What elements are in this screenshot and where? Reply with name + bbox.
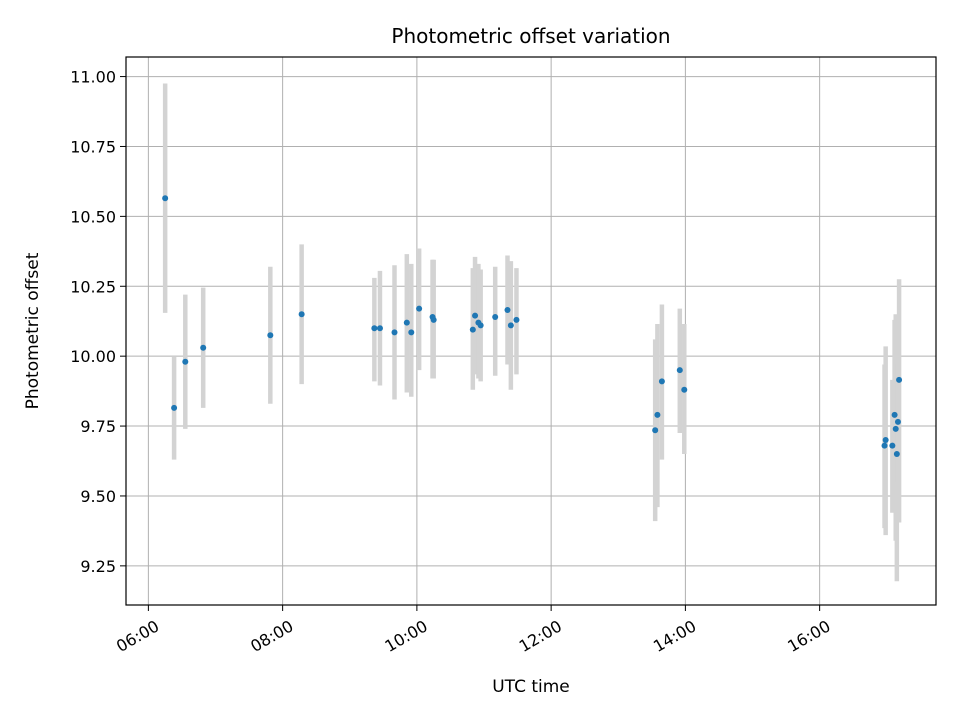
data-point — [182, 358, 189, 365]
plot-frame — [125, 56, 937, 606]
data-point — [416, 305, 423, 312]
data-point — [891, 411, 898, 418]
data-point — [681, 386, 688, 393]
chart-title: Photometric offset variation — [391, 24, 670, 48]
data-point — [298, 311, 305, 318]
data-point — [469, 326, 476, 333]
data-point — [371, 325, 378, 332]
data-point — [171, 404, 178, 411]
x-axis-label: UTC time — [492, 677, 570, 697]
data-point — [472, 312, 479, 319]
y-axis-label: Photometric offset — [23, 252, 43, 409]
y-axis-ticks: 9.25 9.50 9.75 10.00 10.25 10.50 10.75 11.00 — [70, 68, 126, 576]
data-point — [882, 437, 889, 444]
y-tick-label: 10.50 — [70, 207, 116, 226]
data-point — [408, 329, 415, 336]
data-point — [200, 344, 207, 351]
data-point — [477, 322, 484, 329]
data-point — [892, 425, 899, 432]
data-point — [676, 367, 683, 374]
data-point — [391, 329, 398, 336]
data-point — [267, 332, 274, 339]
y-tick-label: 11.00 — [70, 68, 116, 87]
data-points — [162, 195, 903, 458]
y-tick-label: 10.25 — [70, 277, 116, 296]
data-point — [894, 418, 901, 425]
data-point — [507, 322, 514, 329]
data-point — [492, 314, 499, 321]
data-point — [403, 319, 410, 326]
data-point — [881, 442, 888, 449]
data-point — [896, 376, 903, 383]
data-point — [658, 378, 665, 385]
y-tick-label: 10.00 — [70, 347, 116, 366]
data-point — [513, 316, 520, 323]
y-tick-label: 9.50 — [80, 487, 116, 506]
data-point — [162, 195, 169, 202]
y-tick-label: 10.75 — [70, 137, 116, 156]
data-point — [893, 451, 900, 458]
data-point — [430, 316, 437, 323]
data-point — [504, 307, 511, 314]
data-point — [654, 411, 661, 418]
y-tick-label: 9.75 — [80, 417, 116, 436]
y-tick-label: 9.25 — [80, 557, 116, 576]
data-point — [376, 325, 383, 332]
data-point — [889, 442, 896, 449]
data-point — [652, 427, 659, 434]
